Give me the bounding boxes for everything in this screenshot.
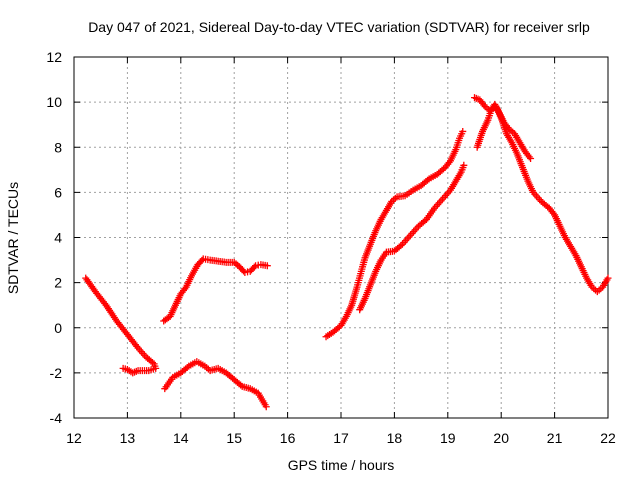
- x-tick-label: 15: [226, 430, 242, 446]
- x-tick-label: 16: [280, 430, 296, 446]
- y-axis-label: SDTVAR / TECUs: [5, 182, 21, 294]
- x-tick-label: 19: [440, 430, 456, 446]
- chart-title: Day 047 of 2021, Sidereal Day-to-day VTE…: [88, 19, 590, 35]
- axis-ticks: [73, 56, 609, 419]
- x-tick-label: 12: [66, 430, 82, 446]
- x-tick-label: 21: [547, 430, 563, 446]
- x-tick-label: 18: [387, 430, 403, 446]
- data-point-marker: [459, 127, 467, 135]
- data-marks: [82, 94, 612, 411]
- data-point-marker: [250, 263, 258, 271]
- y-tick-label: 0: [54, 320, 62, 336]
- series-segment-7: [473, 103, 612, 296]
- series-segment-4: [322, 127, 467, 341]
- x-tick-label: 14: [173, 430, 189, 446]
- data-point-marker: [119, 364, 127, 372]
- y-tick-label: 12: [46, 49, 62, 65]
- data-point-marker: [262, 403, 270, 411]
- data-point-marker: [237, 381, 245, 389]
- data-point-marker: [460, 161, 468, 169]
- x-axis-label: GPS time / hours: [288, 457, 395, 473]
- data-point-marker: [604, 274, 612, 282]
- y-tick-label: 6: [54, 184, 62, 200]
- y-tick-label: 10: [46, 94, 62, 110]
- x-tick-labels: 12 13 14 15 16 17 18 19 20 21 22: [66, 430, 616, 446]
- x-tick-label: 22: [600, 430, 616, 446]
- x-tick-label: 13: [120, 430, 136, 446]
- series-segment-3: [160, 255, 271, 325]
- y-tick-label: 8: [54, 139, 62, 155]
- y-tick-label: -2: [50, 365, 63, 381]
- y-tick-label: 2: [54, 275, 62, 291]
- y-tick-labels: -4 -2 0 2 4 6 8 10 12: [46, 49, 62, 426]
- data-point-marker: [472, 94, 480, 102]
- data-point-marker: [397, 242, 405, 250]
- data-point-marker: [148, 358, 156, 366]
- x-tick-label: 17: [333, 430, 349, 446]
- data-point-marker: [183, 363, 191, 371]
- data-point-marker: [527, 155, 535, 163]
- series-segment-2: [161, 358, 270, 411]
- data-point-marker: [240, 267, 248, 275]
- y-tick-label: -4: [50, 410, 63, 426]
- data-point-marker: [198, 256, 206, 264]
- series-segment-5: [356, 161, 468, 314]
- data-point-marker: [263, 262, 271, 270]
- x-tick-label: 20: [493, 430, 509, 446]
- y-tick-label: 4: [54, 230, 62, 246]
- data-point-marker: [424, 176, 432, 184]
- series-segment-1: [82, 274, 160, 377]
